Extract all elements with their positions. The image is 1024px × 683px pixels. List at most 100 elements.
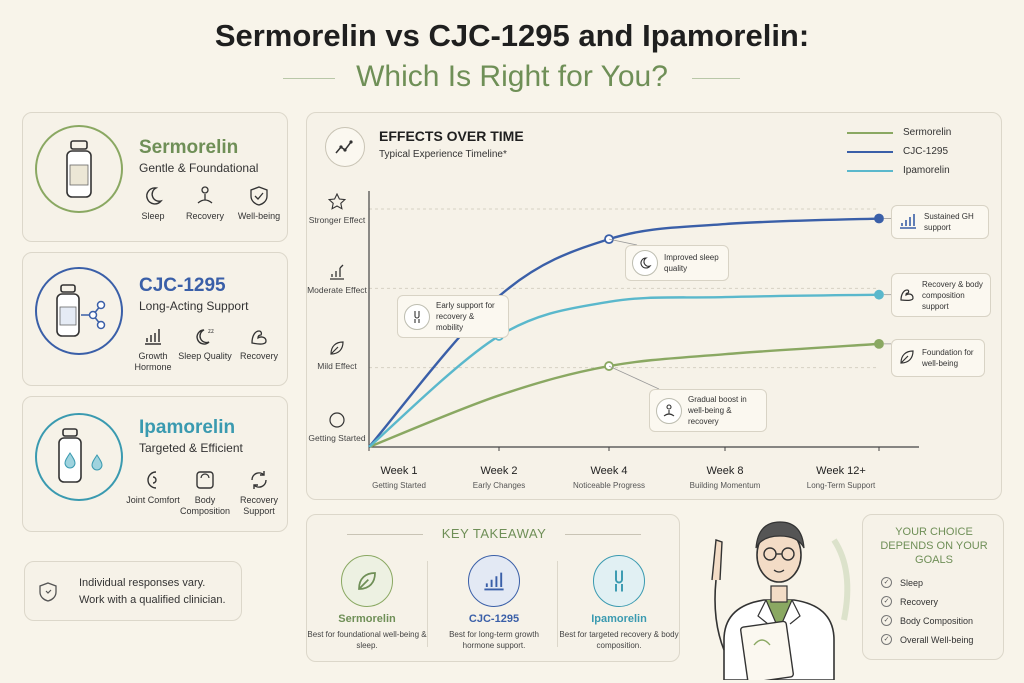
legend-item: CJC-1295 [847, 142, 951, 161]
key-takeaway-panel: KEY TAKEAWAY Sermorelin Best for foundat… [306, 514, 680, 662]
feature-label: Well-being [237, 211, 281, 221]
muscle-icon [898, 285, 916, 306]
x-tick-label: Week 12+ [816, 465, 866, 477]
disclaimer-line: Work with a qualified clinician. [79, 594, 226, 606]
x-tick-sublabel: Getting Started [372, 481, 426, 490]
y-level-label: Moderate Effect [307, 285, 367, 295]
series-line [368, 217, 880, 448]
x-tick-label: Week 2 [480, 465, 518, 477]
takeaway-sermorelin: Sermorelin Best for foundational well-be… [307, 555, 427, 651]
disclaimer-line: Individual responses vary. [79, 577, 206, 589]
moon-icon [146, 187, 163, 205]
check-icon: ✓ [881, 615, 892, 626]
y-level-label: Stronger Effect [308, 215, 366, 225]
takeaway-desc: Best for foundational well-being & sleep… [307, 630, 427, 650]
line-chart [368, 191, 919, 451]
goal-label: Recovery [900, 596, 939, 607]
goal-label: Sleep [900, 577, 924, 588]
legend-item: Ipamorelin [847, 161, 951, 180]
feature-label: Body Composition [179, 495, 231, 516]
page-title: Sermorelin vs CJC-1295 and Ipamorelin: [214, 18, 810, 53]
product-tagline: Long-Acting Support [139, 299, 249, 313]
svg-text:zz: zz [208, 329, 214, 335]
leaf-icon [898, 348, 916, 369]
callout-connector [608, 238, 638, 246]
choice-panel: YOUR CHOICE DEPENDS ON YOUR GOALS ✓ Sleep… [862, 514, 1004, 660]
feature-label: Recovery [239, 351, 278, 361]
callout-text: Gradual boost in well-being & recovery [688, 395, 747, 426]
chart-title: EFFECTS OVER TIME [379, 128, 524, 144]
moon-icon [632, 250, 658, 276]
callout-body: Recovery & body composition support [891, 273, 991, 317]
x-tick: Week 12+ Long-Term Support [781, 465, 901, 490]
x-tick-label: Week 8 [706, 465, 744, 477]
bar-chart-icon [468, 555, 520, 607]
title-divider-left [283, 78, 335, 79]
title-divider-right [692, 78, 740, 79]
key-takeaway-divider-left [347, 534, 423, 535]
product-card-sermorelin[interactable]: Sermorelin Gentle & Foundational Sleep R… [22, 112, 288, 242]
feature-recovery: Recovery [229, 325, 289, 362]
legend-label: CJC-1295 [903, 146, 949, 157]
product-name: Sermorelin [139, 137, 239, 158]
check-icon: ✓ [881, 596, 892, 607]
callout-text: Sustained GH support [924, 212, 974, 232]
goal-label: Overall Well-being [900, 634, 974, 645]
meditation-icon [197, 186, 213, 204]
joint-icon [404, 303, 430, 330]
column-divider [557, 561, 558, 647]
shield-check-icon [250, 186, 268, 206]
feature-label: Sleep Quality [178, 351, 232, 361]
series-line [368, 342, 880, 449]
vial-drop-icon [35, 413, 123, 501]
data-point [874, 338, 884, 349]
product-card-cjc1295[interactable]: CJC-1295 Long-Acting Support Growth Horm… [22, 252, 288, 386]
callout-gh: Sustained GH support [891, 205, 989, 239]
page-subtitle: Which Is Right for You? [356, 60, 668, 93]
muscle-icon [251, 330, 267, 345]
moon-zzz-icon: zz [196, 329, 214, 345]
product-card-ipamorelin[interactable]: Ipamorelin Targeted & Efficient Joint Co… [22, 396, 288, 532]
choice-title: YOUR CHOICE DEPENDS ON YOUR GOALS [880, 526, 988, 566]
check-icon: ✓ [881, 634, 892, 645]
product-tagline: Gentle & Foundational [139, 161, 259, 175]
takeaway-cjc1295: CJC-1295 Best for long-term growth hormo… [434, 555, 554, 651]
meditation-icon [656, 397, 682, 424]
takeaway-ipamorelin: Ipamorelin Best for targeted recovery & … [559, 555, 679, 651]
takeaway-name: CJC-1295 [468, 613, 520, 625]
callout-early-support: Early support for recovery & mobility [397, 295, 509, 338]
feature-label: Sleep [141, 211, 165, 221]
x-tick-label: Week 4 [590, 465, 628, 477]
takeaway-desc: Best for targeted recovery & body compos… [559, 630, 679, 650]
y-level-label: Mild Effect [317, 361, 357, 371]
feature-recovery-support: Recovery Support [229, 469, 289, 517]
x-tick-label: Week 1 [380, 465, 418, 477]
callout-text: Early support for recovery & mobility [436, 301, 495, 332]
data-point [874, 213, 884, 224]
key-takeaway-title: KEY TAKEAWAY [441, 526, 547, 541]
callout-gradual: Gradual boost in well-being & recovery [649, 389, 767, 432]
y-level-getting-started: Getting Started [307, 411, 367, 444]
y-level-label: Getting Started [308, 433, 366, 443]
goal-item: ✓ Recovery [881, 596, 938, 607]
callout-sleep: Improved sleep quality [625, 245, 729, 281]
x-tick-sublabel: Noticeable Progress [572, 481, 646, 490]
chart-panel: EFFECTS OVER TIME Typical Experience Tim… [306, 112, 1002, 500]
feature-label: Joint Comfort [126, 495, 180, 505]
scale-icon [196, 471, 214, 489]
feature-label: Recovery Support [239, 495, 278, 516]
callout-foundation: Foundation for well-being [891, 339, 985, 377]
feature-growth-hormone: Growth Hormone [123, 325, 183, 373]
chart-subtitle: Typical Experience Timeline* [379, 149, 507, 160]
joint-icon [593, 555, 645, 607]
circle-icon [329, 412, 345, 428]
legend-label: Ipamorelin [903, 165, 950, 176]
callout-text: Foundation for well-being [922, 348, 974, 368]
takeaway-name: Sermorelin [338, 613, 396, 625]
x-tick: Week 8 Building Momentum [665, 465, 785, 490]
goal-item: ✓ Sleep [881, 577, 923, 588]
callout-text: Recovery & body composition support [922, 279, 983, 311]
product-tagline: Targeted & Efficient [139, 441, 243, 455]
joint-icon [147, 471, 157, 489]
bar-chart-icon [145, 329, 161, 345]
